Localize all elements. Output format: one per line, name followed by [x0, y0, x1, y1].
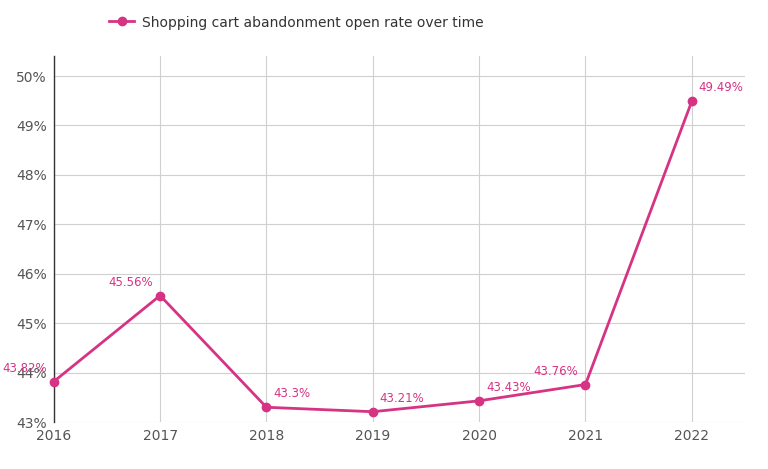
Shopping cart abandonment open rate over time	[687, 98, 697, 104]
Text: 43.43%: 43.43%	[486, 381, 531, 394]
Line: Shopping cart abandonment open rate over time: Shopping cart abandonment open rate over…	[50, 97, 696, 416]
Shopping cart abandonment open rate over time	[49, 379, 58, 385]
Text: 45.56%: 45.56%	[108, 276, 153, 288]
Shopping cart abandonment open rate over time	[581, 382, 590, 387]
Text: 43.82%: 43.82%	[2, 362, 47, 375]
Shopping cart abandonment open rate over time	[155, 293, 164, 298]
Legend: Shopping cart abandonment open rate over time: Shopping cart abandonment open rate over…	[109, 15, 484, 30]
Text: 43.21%: 43.21%	[379, 392, 425, 405]
Shopping cart abandonment open rate over time	[262, 404, 271, 410]
Text: 43.3%: 43.3%	[273, 387, 310, 401]
Shopping cart abandonment open rate over time	[475, 398, 484, 404]
Shopping cart abandonment open rate over time	[368, 409, 377, 415]
Text: 43.76%: 43.76%	[534, 364, 578, 378]
Text: 49.49%: 49.49%	[699, 81, 743, 94]
